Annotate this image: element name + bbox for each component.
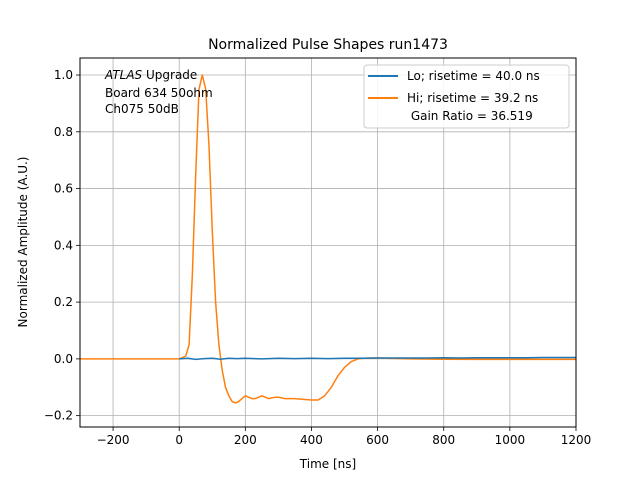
atlas-label: ATLAS <box>104 68 143 82</box>
legend-hi-label: Hi; risetime = 39.2 ns <box>407 91 538 105</box>
y-tick-label: 0.0 <box>54 352 73 366</box>
y-axis: −0.2 0.0 0.2 0.4 0.6 0.8 1.0 <box>44 68 80 423</box>
annotation-line1: ATLAS Upgrade <box>104 68 197 82</box>
x-axis-label: Time [ns] <box>299 457 356 471</box>
legend: Lo; risetime = 40.0 ns Hi; risetime = 39… <box>363 64 570 129</box>
annotation-line2: Board 634 50ohm <box>105 86 213 100</box>
x-tick-label: 400 <box>300 433 323 447</box>
x-axis: −200 0 200 400 600 800 1000 1200 <box>97 427 592 447</box>
upgrade-label: Upgrade <box>142 68 197 82</box>
y-tick-label: 0.4 <box>54 238 73 252</box>
y-tick-label: −0.2 <box>44 409 73 423</box>
annotation-line3: Ch075 50dB <box>105 102 179 116</box>
y-tick-label: 0.8 <box>54 125 73 139</box>
x-tick-label: 200 <box>234 433 257 447</box>
legend-lo-label: Lo; risetime = 40.0 ns <box>407 69 540 83</box>
x-tick-label: 1200 <box>561 433 592 447</box>
plot-area <box>80 74 576 404</box>
x-tick-label: 0 <box>175 433 183 447</box>
annotation-box: ATLAS Upgrade Board 634 50ohm Ch075 50dB <box>104 68 213 116</box>
x-tick-label: 600 <box>366 433 389 447</box>
x-tick-label: 800 <box>432 433 455 447</box>
y-axis-label: Normalized Amplitude (A.U.) <box>16 157 30 328</box>
x-tick-label: 1000 <box>495 433 526 447</box>
y-tick-label: 1.0 <box>54 68 73 82</box>
legend-frame <box>363 64 570 129</box>
y-tick-label: 0.2 <box>54 295 73 309</box>
x-tick-label: −200 <box>97 433 130 447</box>
chart-title: Normalized Pulse Shapes run1473 <box>208 37 448 53</box>
y-tick-label: 0.6 <box>54 182 73 196</box>
series-lo-line <box>179 356 576 361</box>
legend-hi-gain-ratio: Gain Ratio = 36.519 <box>407 109 533 123</box>
axes-frame <box>79 57 577 428</box>
